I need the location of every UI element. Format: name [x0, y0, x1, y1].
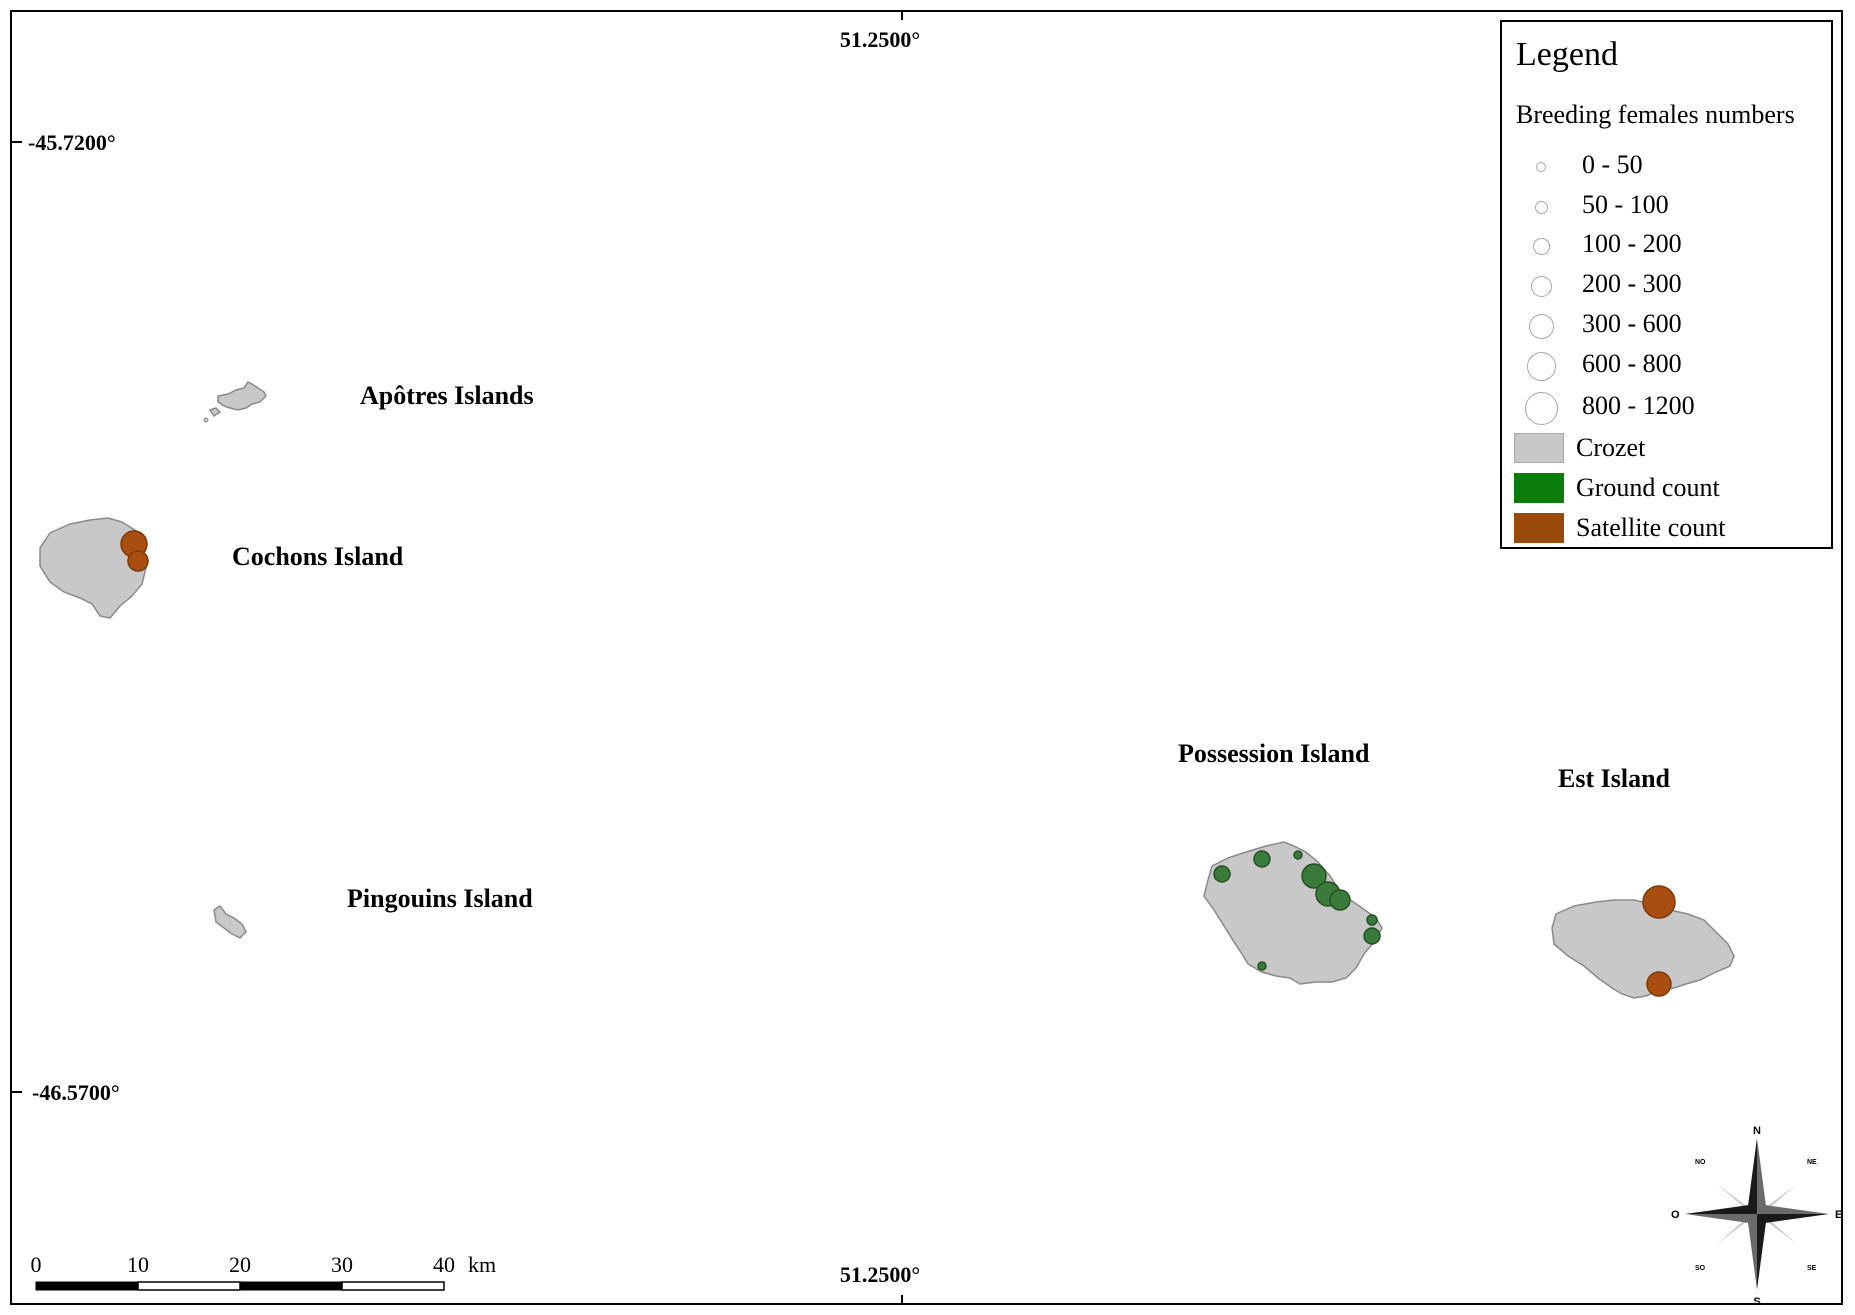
lat-top-label: -45.7200° — [28, 130, 116, 155]
ground-count-swatch — [1514, 473, 1564, 503]
size-circle-icon — [1527, 352, 1556, 381]
lon-top-label: 51.2500° — [840, 27, 920, 52]
island-label-cochons: Cochons Island — [232, 542, 404, 571]
est-satellite-point-1 — [1642, 885, 1676, 919]
compass-ne: NE — [1807, 1159, 1817, 1166]
legend-size-class-1: 0 - 50 — [1502, 150, 1832, 186]
compass-n: N — [1753, 1125, 1761, 1137]
compass-e: E — [1835, 1209, 1842, 1221]
est-satellite-point-2 — [1646, 971, 1672, 997]
compass-no: NO — [1695, 1159, 1706, 1166]
compass-rose-icon: N S E O NE NO SE SO — [1671, 1125, 1842, 1308]
island-label-pingouins: Pingouins Island — [347, 884, 533, 913]
legend-size-class-2: 50 - 100 — [1502, 190, 1832, 226]
scale-unit: km — [468, 1252, 496, 1277]
legend-category-satellite-count: Satellite count — [1502, 513, 1832, 549]
legend-panel: Legend Breeding females numbers 0 - 50 5… — [1500, 20, 1833, 549]
legend-size-class-4: 200 - 300 — [1502, 269, 1832, 305]
legend-size-class-6: 600 - 800 — [1502, 349, 1832, 385]
est-island — [1551, 899, 1735, 999]
compass-so: SO — [1695, 1265, 1706, 1272]
possession-island — [1203, 841, 1383, 985]
lon-bottom-label: 51.2500° — [840, 1262, 920, 1287]
size-circle-icon — [1525, 392, 1558, 425]
pingouins-island — [213, 904, 247, 939]
scale-tick-10: 10 — [127, 1252, 149, 1277]
size-circle-icon — [1529, 314, 1554, 339]
compass-o: O — [1671, 1209, 1680, 1221]
cochons-satellite-point-2 — [127, 550, 149, 572]
size-circle-icon — [1535, 201, 1548, 214]
compass-se: SE — [1807, 1265, 1817, 1272]
size-circle-icon — [1533, 238, 1550, 255]
scale-bar: 0 10 20 30 40 km — [31, 1252, 496, 1291]
legend-subtitle: Breeding females numbers — [1516, 100, 1795, 129]
lat-bottom-label: -46.5700° — [32, 1080, 120, 1105]
legend-category-ground-count: Ground count — [1502, 473, 1832, 509]
apotres-islands — [203, 381, 267, 423]
possession-ground-counts — [1213, 850, 1381, 971]
size-circle-icon — [1531, 276, 1552, 297]
island-label-apotres: Apôtres Islands — [360, 381, 534, 410]
scale-tick-40: 40 — [433, 1252, 455, 1277]
compass-s: S — [1753, 1296, 1760, 1308]
scale-tick-20: 20 — [229, 1252, 251, 1277]
legend-category-crozet: Crozet — [1502, 433, 1832, 469]
satellite-count-swatch — [1514, 513, 1564, 543]
island-label-est: Est Island — [1558, 764, 1671, 793]
legend-title: Legend — [1516, 36, 1618, 73]
scale-tick-0: 0 — [31, 1252, 42, 1277]
legend-size-class-5: 300 - 600 — [1502, 309, 1832, 345]
crozet-swatch — [1514, 433, 1564, 463]
size-circle-icon — [1536, 162, 1546, 172]
legend-size-class-3: 100 - 200 — [1502, 229, 1832, 265]
scale-tick-30: 30 — [331, 1252, 353, 1277]
cochons-island — [39, 517, 147, 619]
island-label-possession: Possession Island — [1178, 739, 1370, 768]
legend-size-class-7: 800 - 1200 — [1502, 391, 1832, 427]
